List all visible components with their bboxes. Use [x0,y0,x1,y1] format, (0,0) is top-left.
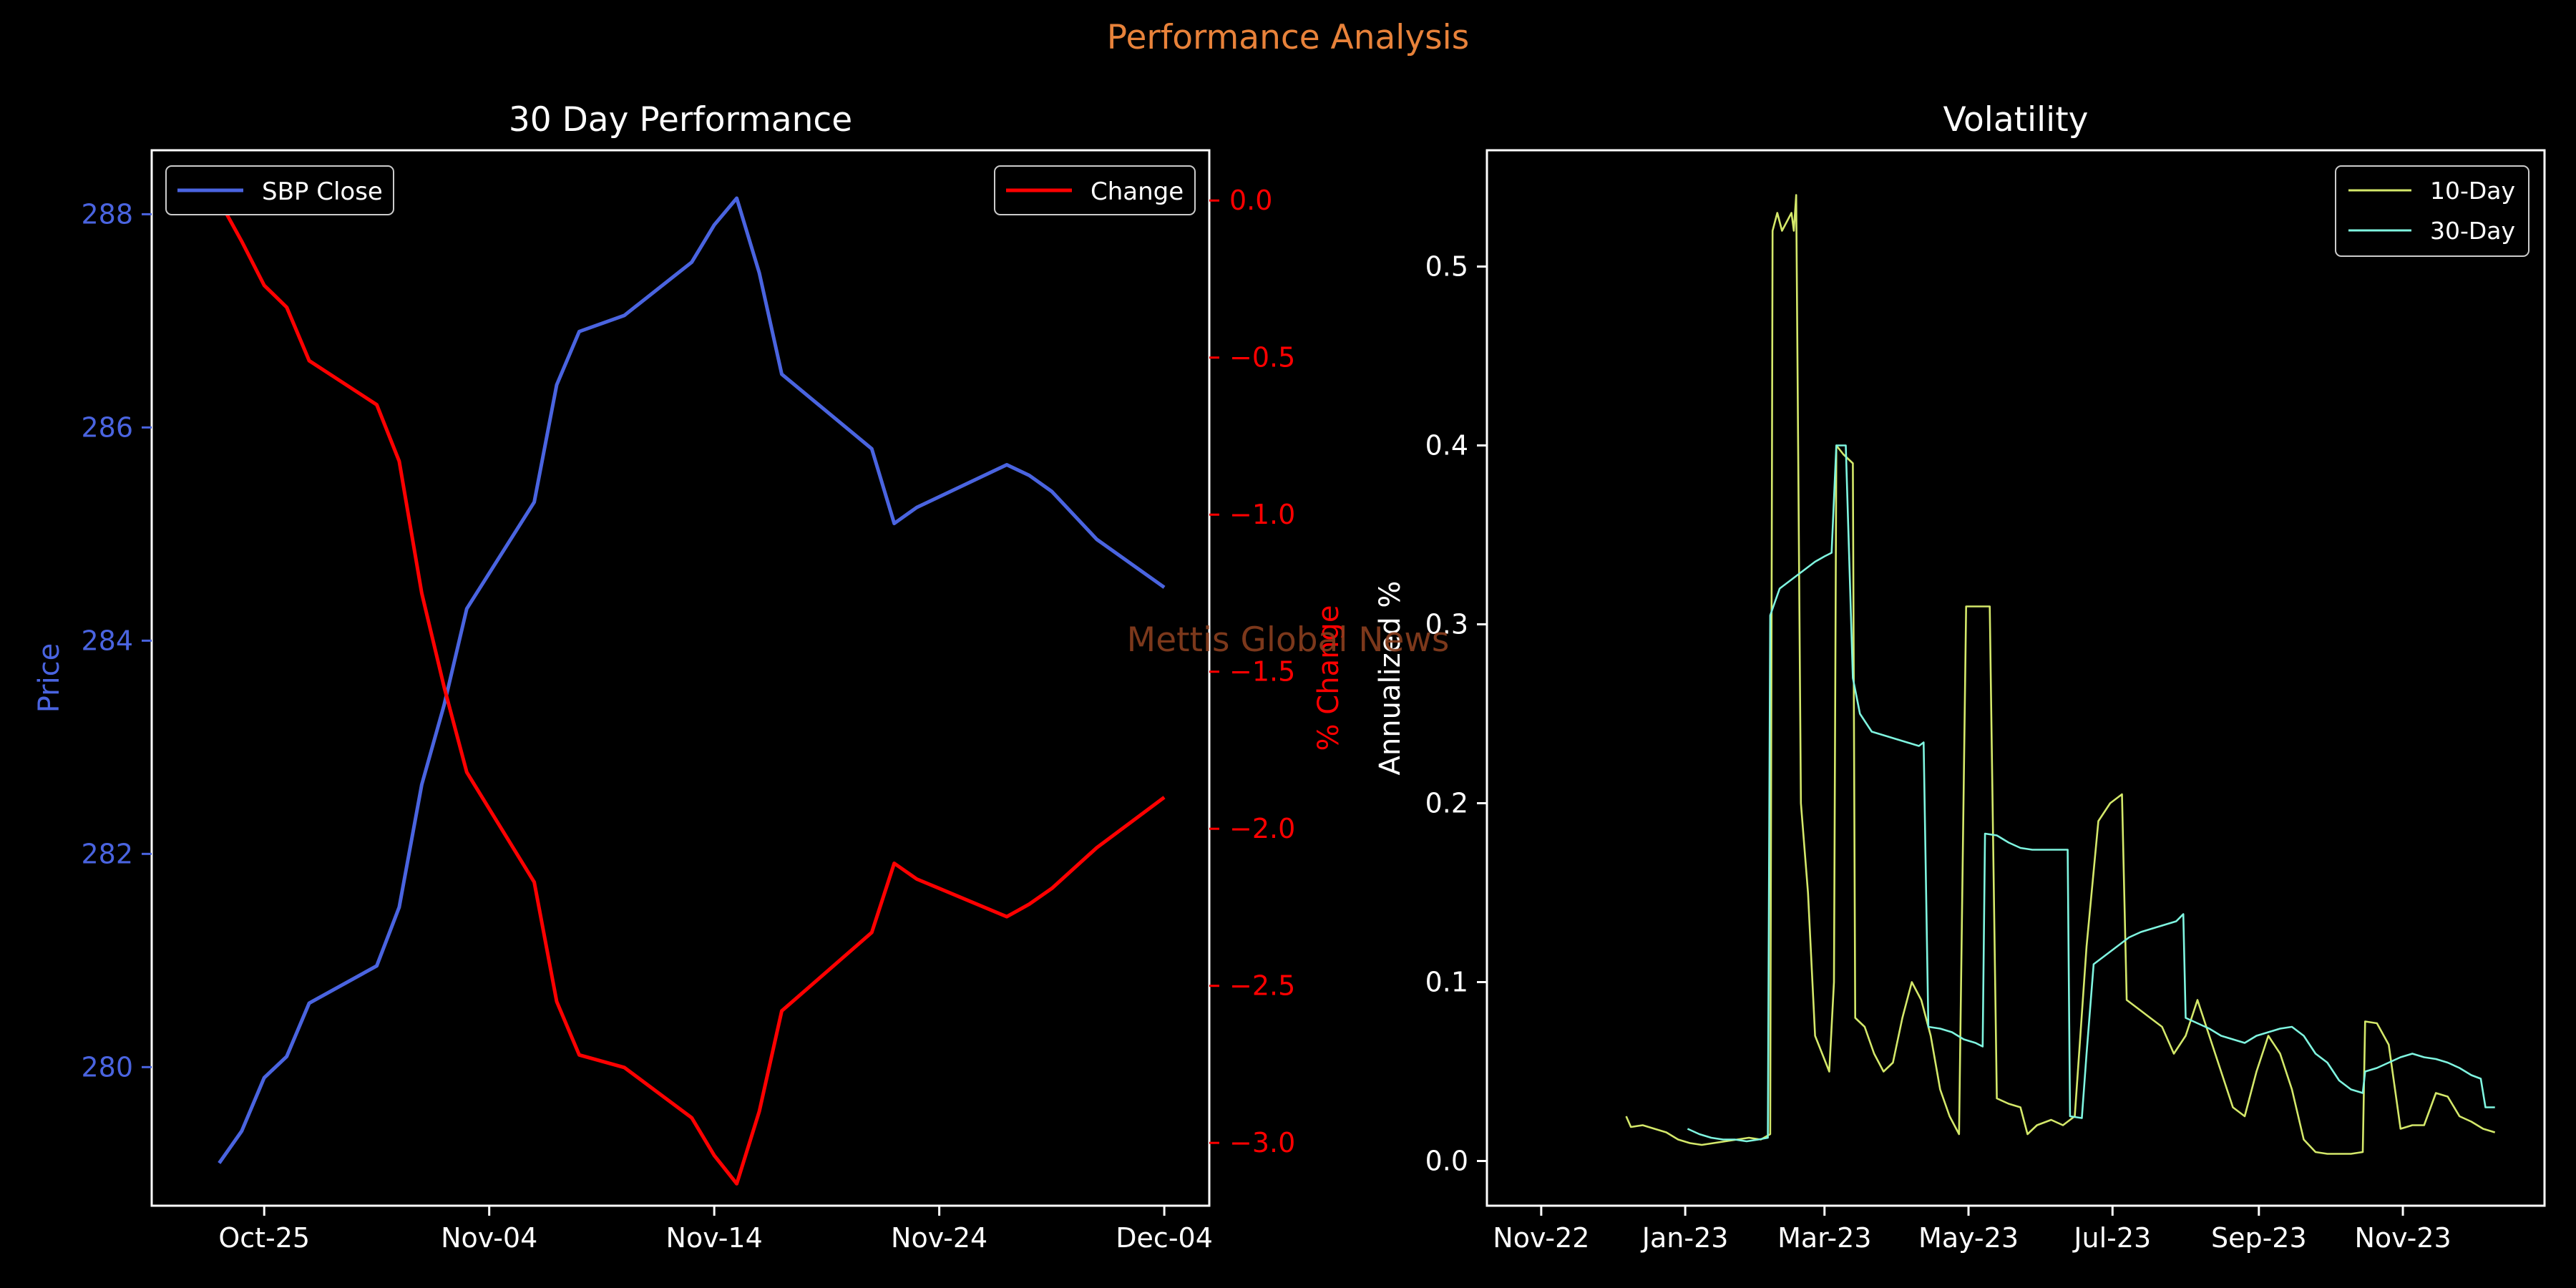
vol-30-day-line [1687,444,2495,1143]
legend-label-30-day: 30-Day [2430,217,2515,245]
x-tick-label: Jan-23 [1641,1222,1729,1254]
y-tick-label: 288 [81,198,133,230]
y-tick-label: 284 [81,625,133,656]
legend-label-10-day: 10-Day [2430,177,2515,205]
y-tick-label: 282 [81,838,133,869]
y-tick-label: 0.5 [1425,251,1468,283]
left-plot-frame [150,149,1211,1207]
x-tick-label: Jul-23 [2072,1222,2151,1254]
x-tick-label: Nov-23 [2354,1222,2451,1254]
change-series-line [218,199,1166,1186]
y-tick-label: 0.1 [1425,967,1468,998]
y-tick-label: 0.3 [1425,609,1468,640]
y-right-tick-label: −1.0 [1229,499,1295,530]
left-chart-title: 30 Day Performance [509,100,852,140]
right-plot-frame [1485,149,2546,1207]
x-tick-label: May-23 [1918,1222,2019,1254]
x-tick-label: Sep-23 [2211,1222,2307,1254]
x-tick-label: Nov-04 [441,1222,537,1254]
y-axis-label: Price [33,643,66,713]
left-chart-panel: 30 Day Performance Oct-25 Nov-04 Nov-14 Nov-… [33,100,1345,1254]
x-tick-label: Nov-14 [666,1222,763,1254]
x-tick-label: Dec-04 [1116,1222,1213,1254]
y-right-tick-label: −1.5 [1229,656,1295,688]
x-tick-label: Oct-25 [218,1222,310,1254]
x-tick-label: Nov-22 [1493,1222,1589,1254]
x-tick-label: Nov-24 [891,1222,987,1254]
y-right-tick-label: −3.0 [1229,1127,1295,1158]
legend-label-price: SBP Close [262,177,383,206]
y-right-tick-label: −0.5 [1229,342,1295,374]
legend-right-box [994,165,1196,215]
y-tick-label: 0.0 [1425,1146,1468,1177]
watermark: Mettis Global News [1127,620,1450,660]
right-chart-title: Volatility [1943,100,2089,140]
price-series-line [218,196,1166,1164]
x-tick-label: Mar-23 [1777,1222,1871,1254]
vol-10-day-line [1625,194,2496,1155]
y-tick-label: 0.2 [1425,788,1468,819]
y-tick-label: 0.4 [1425,430,1468,462]
y-right-tick-label: −2.5 [1229,970,1295,1002]
y-right-axis-label: % Change [1312,605,1345,751]
y-tick-label: 286 [81,411,133,443]
y-axis-label: Annualized % [1374,581,1407,776]
y-tick-label: 280 [81,1051,133,1083]
legend-left-box [165,165,394,215]
y-right-tick-label: 0.0 [1229,185,1272,216]
right-chart-panel: Volatility Nov-22 Jan-23 Mar-23 May-23 Jul-23… [1374,100,2546,1254]
legend-box [2335,165,2529,257]
suptitle: Performance Analysis [1107,18,1469,57]
y-right-tick-label: −2.0 [1229,813,1295,844]
legend-label-change: Change [1091,177,1184,206]
